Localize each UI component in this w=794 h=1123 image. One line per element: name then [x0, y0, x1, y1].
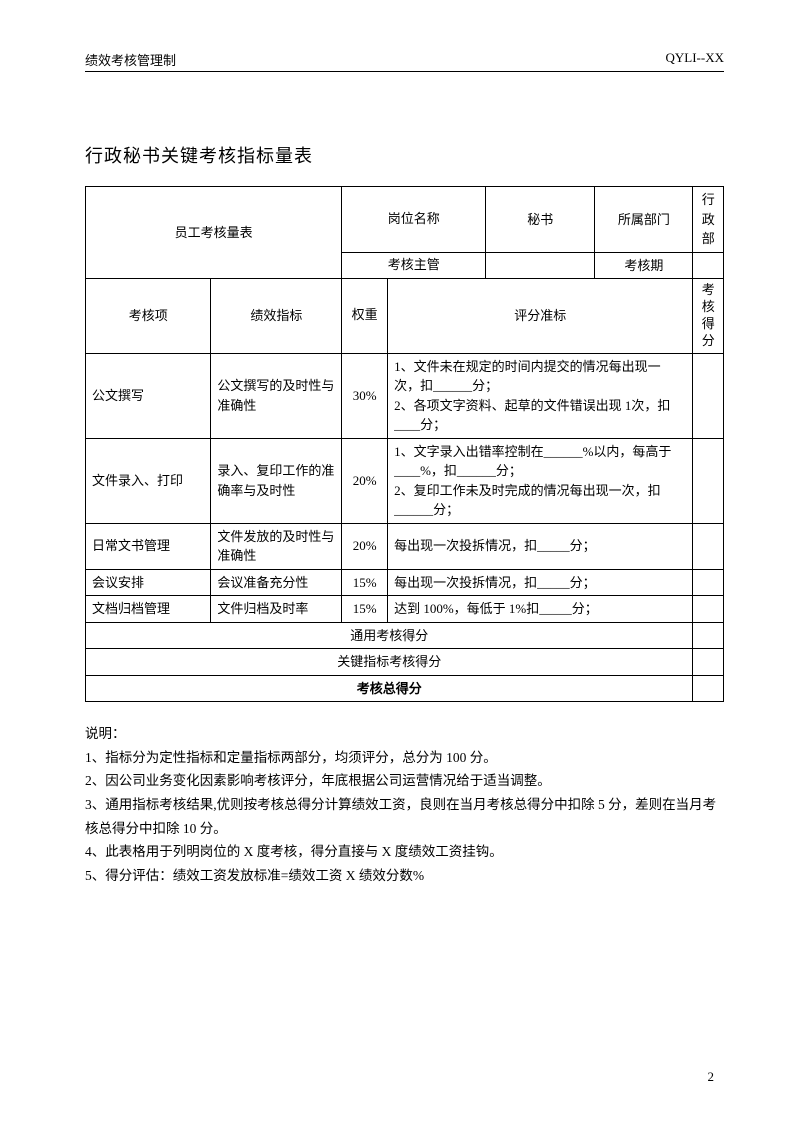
row-indicator: 文件归档及时率: [211, 596, 342, 623]
row-score: [693, 438, 724, 523]
footer-general: 通用考核得分: [86, 622, 693, 649]
row-weight: 20%: [342, 523, 388, 569]
row-score: [693, 569, 724, 596]
page-number: 2: [708, 1069, 715, 1085]
info-period-label: 考核期: [595, 252, 693, 279]
row-item: 文件录入、打印: [86, 438, 211, 523]
info-pos-label: 岗位名称: [342, 187, 486, 253]
page-header: 绩效考核管理制 QYLI--XX: [85, 50, 724, 72]
table-row: 日常文书管理 文件发放的及时性与准确性 20% 每出现一次投拆情况，扣_____…: [86, 523, 724, 569]
col-weight: 权重: [342, 279, 388, 354]
footer-total: 考核总得分: [86, 675, 693, 702]
row-criteria: 1、文字录入出错率控制在______%以内，每高于____%，扣______分；…: [388, 438, 693, 523]
row-weight: 20%: [342, 438, 388, 523]
footer-total-value: [693, 675, 724, 702]
note-line: 1、指标分为定性指标和定量指标两部分，均须评分，总分为 100 分。: [85, 746, 724, 770]
row-item: 公文撰写: [86, 353, 211, 438]
notes-title: 说明：: [85, 722, 724, 746]
row-item: 会议安排: [86, 569, 211, 596]
row-score: [693, 523, 724, 569]
row-weight: 30%: [342, 353, 388, 438]
document-title: 行政秘书关键考核指标量表: [85, 142, 724, 168]
header-left: 绩效考核管理制: [85, 50, 176, 69]
footer-key: 关键指标考核得分: [86, 649, 693, 676]
footer-general-value: [693, 622, 724, 649]
info-dept-value: 行政部: [693, 187, 724, 253]
col-indicator: 绩效指标: [211, 279, 342, 354]
row-item: 文档归档管理: [86, 596, 211, 623]
header-right: QYLI--XX: [666, 50, 724, 69]
info-dept-label: 所属部门: [595, 187, 693, 253]
row-weight: 15%: [342, 596, 388, 623]
col-item: 考核项: [86, 279, 211, 354]
note-line: 4、此表格用于列明岗位的 X 度考核，得分直接与 X 度绩效工资挂钩。: [85, 840, 724, 864]
assessment-table: 员工考核量表 岗位名称 秘书 所属部门 行政部 考核主管 考核期 考核项 绩效指…: [85, 186, 724, 702]
notes-section: 说明： 1、指标分为定性指标和定量指标两部分，均须评分，总分为 100 分。 2…: [85, 722, 724, 887]
row-score: [693, 596, 724, 623]
table-row: 文件录入、打印 录入、复印工作的准确率与及时性 20% 1、文字录入出错率控制在…: [86, 438, 724, 523]
row-indicator: 公文撰写的及时性与准确性: [211, 353, 342, 438]
row-indicator: 文件发放的及时性与准确性: [211, 523, 342, 569]
row-item: 日常文书管理: [86, 523, 211, 569]
row-indicator: 录入、复印工作的准确率与及时性: [211, 438, 342, 523]
col-score: 考核得分: [693, 279, 724, 354]
note-line: 3、通用指标考核结果,优则按考核总得分计算绩效工资，良则在当月考核总得分中扣除 …: [85, 793, 724, 840]
info-supervisor-label: 考核主管: [342, 252, 486, 279]
row-criteria: 每出现一次投拆情况，扣_____分；: [388, 523, 693, 569]
info-main-label: 员工考核量表: [86, 187, 342, 279]
row-score: [693, 353, 724, 438]
table-row: 公文撰写 公文撰写的及时性与准确性 30% 1、文件未在规定的时间内提交的情况每…: [86, 353, 724, 438]
row-criteria: 1、文件未在规定的时间内提交的情况每出现一次，扣______分； 2、各项文字资…: [388, 353, 693, 438]
note-line: 5、得分评估：绩效工资发放标准=绩效工资 X 绩效分数%: [85, 864, 724, 888]
footer-key-value: [693, 649, 724, 676]
info-period-value: [693, 252, 724, 279]
col-criteria: 评分准标: [388, 279, 693, 354]
row-criteria: 每出现一次投拆情况，扣_____分；: [388, 569, 693, 596]
table-row: 会议安排 会议准备充分性 15% 每出现一次投拆情况，扣_____分；: [86, 569, 724, 596]
note-line: 2、因公司业务变化因素影响考核评分，年底根据公司运营情况给于适当调整。: [85, 769, 724, 793]
info-pos-value: 秘书: [486, 187, 595, 253]
row-weight: 15%: [342, 569, 388, 596]
info-supervisor-value: [486, 252, 595, 279]
row-indicator: 会议准备充分性: [211, 569, 342, 596]
table-row: 文档归档管理 文件归档及时率 15% 达到 100%，每低于 1%扣_____分…: [86, 596, 724, 623]
row-criteria: 达到 100%，每低于 1%扣_____分；: [388, 596, 693, 623]
